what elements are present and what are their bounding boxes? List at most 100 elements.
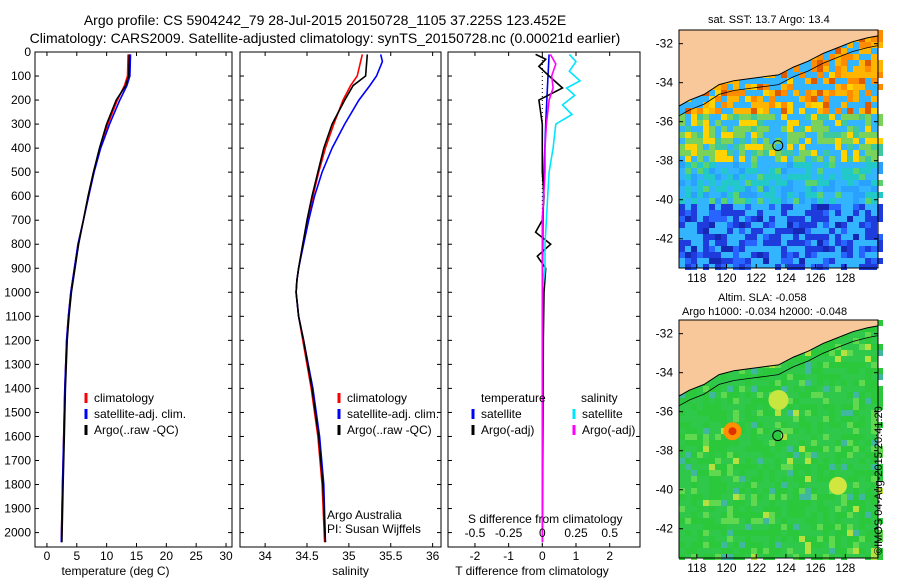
sla-cell — [739, 428, 745, 434]
sla-cell — [691, 440, 697, 446]
sst-cell — [841, 102, 847, 108]
sla-cell — [817, 350, 823, 356]
sst-cell — [847, 42, 853, 48]
sla-cell — [853, 542, 859, 548]
sla-cell — [739, 488, 745, 494]
sst-cell — [685, 192, 691, 198]
sst-cell — [763, 102, 769, 108]
sst-cell — [865, 138, 871, 144]
sla-cell — [721, 452, 727, 458]
sla-cell — [763, 368, 769, 374]
sst-cell — [811, 192, 817, 198]
sst-cell — [739, 132, 745, 138]
sst-cell — [871, 42, 877, 48]
sla-cell — [805, 380, 811, 386]
sla-cell — [769, 506, 775, 512]
sst-cell — [811, 66, 817, 72]
sla-cell — [733, 410, 739, 416]
sla-cell — [787, 428, 793, 434]
sst-cell — [685, 264, 691, 270]
sla-cell — [817, 554, 823, 560]
sla-cell — [763, 464, 769, 470]
sla-cell — [757, 494, 763, 500]
sst-cell — [709, 150, 715, 156]
sla-cell — [865, 344, 871, 350]
sst-cell — [859, 114, 865, 120]
sst-cell — [829, 186, 835, 192]
sst-cell — [709, 102, 715, 108]
sst-cell — [835, 120, 841, 126]
sla-cell — [817, 500, 823, 506]
sla-cell — [865, 440, 871, 446]
sla-cell — [691, 548, 697, 554]
sst-cell — [847, 186, 853, 192]
sst-cell — [757, 198, 763, 204]
sla-cell — [859, 362, 865, 368]
sla-cell — [793, 446, 799, 452]
sst-cell — [847, 240, 853, 246]
sla-cell — [865, 380, 871, 386]
sla-cell — [811, 434, 817, 440]
sla-cell — [751, 434, 757, 440]
sst-cell — [835, 132, 841, 138]
sla-cell — [847, 542, 853, 548]
sla-cell — [835, 506, 841, 512]
sst-cell — [697, 108, 703, 114]
sla-cell — [871, 542, 877, 548]
sla-cell — [703, 410, 709, 416]
sla-cell — [775, 440, 781, 446]
sla-cell — [727, 548, 733, 554]
sla-cell — [829, 476, 835, 482]
sla-cell — [691, 542, 697, 548]
sla-cell — [739, 554, 745, 560]
sst-cell — [847, 216, 853, 222]
sst-cell — [733, 210, 739, 216]
sst-cell — [703, 162, 709, 168]
sst-cell — [793, 174, 799, 180]
sst-cell — [751, 120, 757, 126]
sst-cell — [757, 108, 763, 114]
sst-cell — [847, 168, 853, 174]
sla-eddy — [768, 389, 789, 410]
sla-cell — [805, 548, 811, 554]
sst-cell — [757, 216, 763, 222]
sst-cell — [805, 102, 811, 108]
sst-cell — [841, 54, 847, 60]
sst-cell — [817, 240, 823, 246]
sla-cell — [715, 494, 721, 500]
sla-cell — [799, 446, 805, 452]
sst-cell — [871, 132, 877, 138]
sst-cell — [793, 264, 799, 270]
sst-cell — [691, 174, 697, 180]
sst-cell — [841, 60, 847, 66]
sla-cell — [811, 350, 817, 356]
sla-land — [678, 319, 879, 397]
sla-cell — [853, 548, 859, 554]
sla-cell — [769, 470, 775, 476]
sla-cell — [865, 386, 871, 392]
sla-cell — [721, 542, 727, 548]
sla-cell — [703, 386, 709, 392]
sla-cell — [799, 416, 805, 422]
sst-cell — [853, 150, 859, 156]
sst-cell — [697, 192, 703, 198]
sst-cell — [745, 216, 751, 222]
sla-cell — [751, 422, 757, 428]
sla-cell — [865, 554, 871, 560]
sst-cell — [685, 240, 691, 246]
sst-cell — [811, 114, 817, 120]
sla-cell — [853, 380, 859, 386]
sst-cell — [865, 60, 871, 66]
sla-cell — [727, 470, 733, 476]
sla-cell — [847, 536, 853, 542]
sst-cell — [817, 198, 823, 204]
sst-cell — [799, 222, 805, 228]
sla-cell — [853, 392, 859, 398]
sst-cell — [781, 168, 787, 174]
sst-cell — [877, 210, 883, 216]
sst-cell — [793, 222, 799, 228]
sla-cell — [817, 476, 823, 482]
sst-cell — [817, 216, 823, 222]
sla-cell — [763, 374, 769, 380]
sst-cell — [703, 228, 709, 234]
